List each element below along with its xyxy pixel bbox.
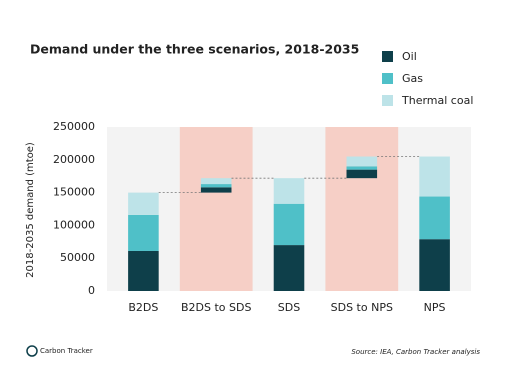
bar-segment: [419, 156, 450, 197]
x-tick-label: SDS to NPS: [331, 301, 393, 314]
bar-segment: [346, 169, 378, 179]
legend-label: Oil: [402, 50, 417, 63]
shade: [325, 127, 399, 291]
source: Source: IEA, Carbon Tracker analysis: [351, 348, 480, 356]
legend-label: Gas: [402, 72, 423, 85]
bar-segment: [419, 196, 450, 240]
bar-segment: [128, 250, 159, 291]
bar-segment: [273, 245, 305, 291]
x-tick-label: SDS: [278, 301, 300, 314]
bar-segment: [200, 184, 232, 188]
logo-icon: [26, 345, 38, 357]
bar-segment: [200, 187, 232, 193]
y-tick-label: 100000: [53, 218, 95, 231]
legend-swatch: [382, 51, 393, 62]
bar-segment: [200, 178, 232, 185]
bar-segment: [419, 239, 450, 291]
logo: Carbon Tracker: [40, 347, 93, 355]
chart-title: Demand under the three scenarios, 2018-2…: [30, 42, 359, 57]
y-tick-label: 150000: [53, 186, 95, 199]
y-tick-label: 200000: [53, 153, 95, 166]
bar-segment: [128, 214, 159, 251]
legend-swatch: [382, 73, 393, 84]
x-tick-label: NPS: [424, 301, 446, 314]
legend-label: Thermal coal: [401, 94, 473, 107]
y-tick-label: 0: [88, 284, 95, 297]
bar-segment: [346, 166, 378, 170]
bar-segment: [128, 192, 159, 215]
shade: [179, 127, 253, 291]
legend-swatch: [382, 95, 393, 106]
bar-segment: [273, 203, 305, 246]
bar-segment: [273, 178, 305, 204]
bar-segment: [346, 156, 378, 167]
x-tick-label: B2DS: [128, 301, 158, 314]
y-tick-label: 250000: [53, 120, 95, 133]
x-tick-label: B2DS to SDS: [181, 301, 251, 314]
y-tick-label: 50000: [60, 251, 95, 264]
y-axis-label: 2018-2035 demand (mtoe): [25, 142, 36, 278]
